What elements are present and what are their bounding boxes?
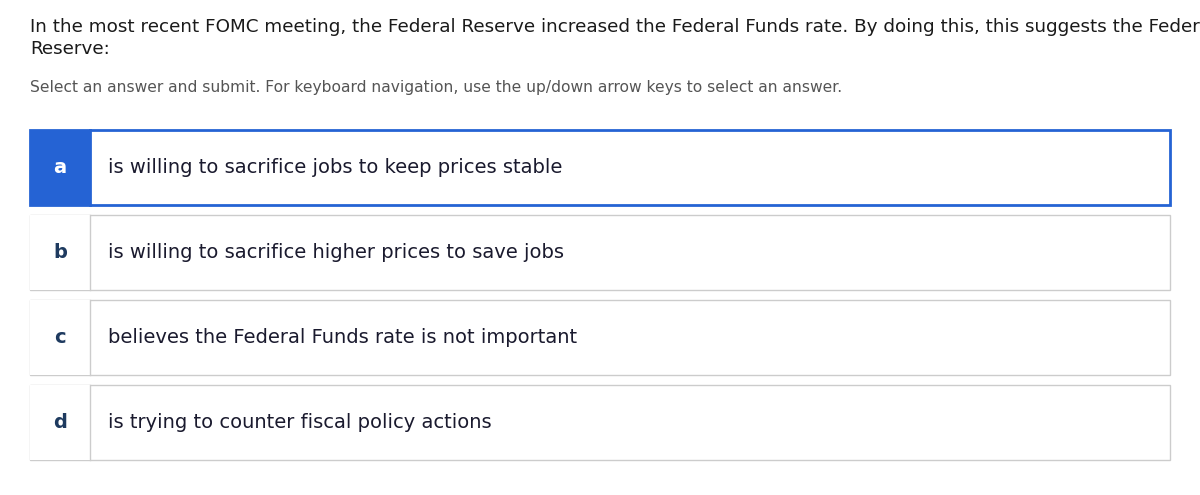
Text: is willing to sacrifice jobs to keep prices stable: is willing to sacrifice jobs to keep pri… xyxy=(108,158,563,177)
Text: d: d xyxy=(53,413,67,432)
Text: In the most recent FOMC meeting, the Federal Reserve increased the Federal Funds: In the most recent FOMC meeting, the Fed… xyxy=(30,18,1200,36)
Bar xyxy=(30,300,1170,375)
Text: Select an answer and submit. For keyboard navigation, use the up/down arrow keys: Select an answer and submit. For keyboar… xyxy=(30,80,842,95)
Text: is trying to counter fiscal policy actions: is trying to counter fiscal policy actio… xyxy=(108,413,492,432)
Bar xyxy=(30,130,1170,205)
Text: Reserve:: Reserve: xyxy=(30,40,109,58)
Bar xyxy=(30,215,90,290)
Bar xyxy=(30,130,90,205)
Text: a: a xyxy=(54,158,66,177)
Bar xyxy=(30,215,1170,290)
Text: c: c xyxy=(54,328,66,347)
Text: believes the Federal Funds rate is not important: believes the Federal Funds rate is not i… xyxy=(108,328,577,347)
Bar xyxy=(30,300,90,375)
Bar xyxy=(30,385,90,460)
Bar xyxy=(30,385,1170,460)
Text: b: b xyxy=(53,243,67,262)
Text: is willing to sacrifice higher prices to save jobs: is willing to sacrifice higher prices to… xyxy=(108,243,564,262)
